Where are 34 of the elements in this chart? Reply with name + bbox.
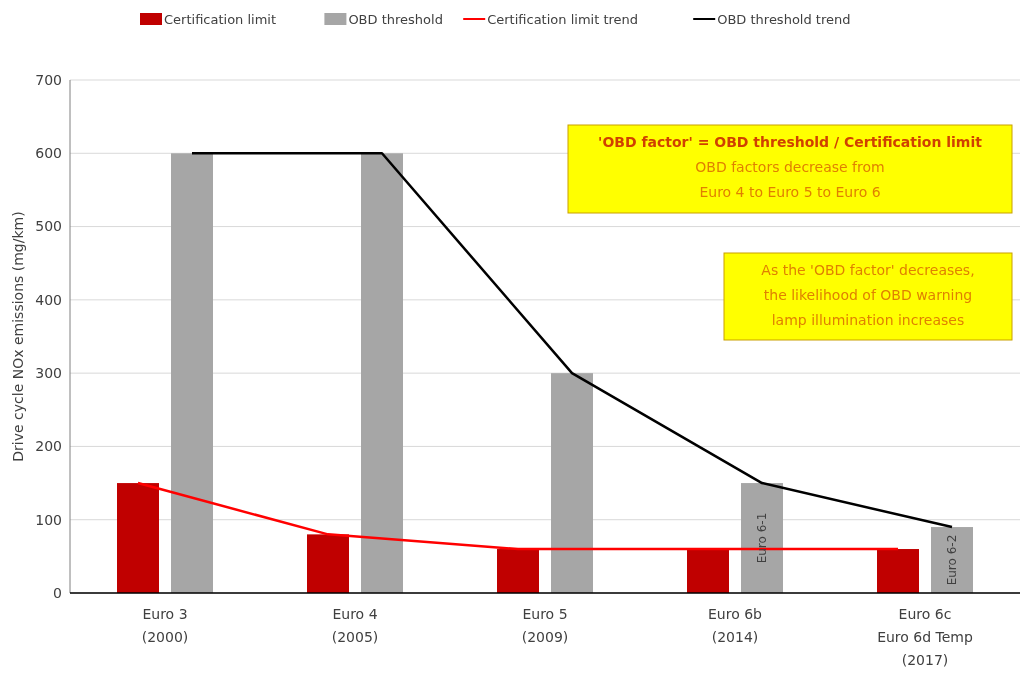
annotation: Euro 6-1 xyxy=(755,512,770,564)
bar xyxy=(361,153,403,593)
legend-label: OBD threshold trend xyxy=(717,12,851,27)
y-tick-label: 100 xyxy=(35,511,62,528)
bar xyxy=(931,527,973,593)
legend-label: OBD threshold xyxy=(348,12,443,27)
annotation: As the 'OBD factor' decreases, the likelihood of OBD warning lamp illumination increases xyxy=(761,262,975,328)
bar xyxy=(551,373,593,593)
x-tick-label: Euro 3 (2000) xyxy=(141,606,189,645)
x-tick-label: Euro 5 (2009) xyxy=(521,606,569,645)
note-box: As the 'OBD factor' decreases, the likelihood of OBD warning lamp illumination increases xyxy=(723,252,1013,341)
annotation: Euro 6-2 xyxy=(945,534,960,586)
bar xyxy=(687,549,729,593)
y-tick-label: 0 xyxy=(53,584,62,601)
bar xyxy=(307,534,349,593)
legend-label: Certification limit trend xyxy=(487,12,639,27)
bar xyxy=(877,549,919,593)
x-tick-label: Euro 6c Euro 6d Temp (2017) xyxy=(877,606,973,668)
bar xyxy=(497,549,539,593)
bar xyxy=(117,483,159,593)
y-tick-label: 200 xyxy=(35,438,62,455)
y-tick-label: 600 xyxy=(35,145,62,162)
y-tick-label: 400 xyxy=(35,291,62,308)
y-tick-label: 500 xyxy=(35,218,62,235)
note-box: 'OBD factor' = OBD threshold / Certification limit OBD factors decrease from Euro 4 to Euro 5 to Euro 6 xyxy=(567,124,1013,214)
y-axis-title: Drive cycle NOx emissions (mg/km) xyxy=(9,211,26,462)
legend-label: Certification limit xyxy=(164,12,277,27)
x-tick-label: Euro 6b (2014) xyxy=(708,606,763,645)
y-tick-label: 300 xyxy=(35,365,62,382)
x-tick-label: Euro 4 (2005) xyxy=(331,606,379,645)
y-tick-label: 700 xyxy=(35,71,62,88)
bar xyxy=(741,483,783,593)
annotation: 'OBD factor' = OBD threshold / Certification limit OBD factors decrease from Euro 4 to Euro 5 to Euro 6 xyxy=(598,134,983,200)
bar xyxy=(171,153,213,593)
